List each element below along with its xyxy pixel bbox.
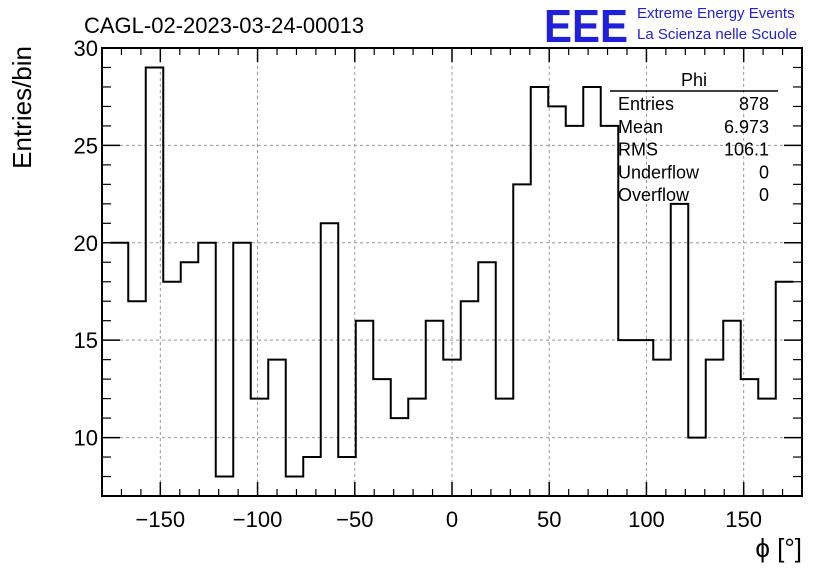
eee-logo-mark: EEE bbox=[544, 0, 628, 52]
y-tick-label: 10 bbox=[74, 426, 98, 451]
axis-ticks bbox=[102, 47, 802, 496]
y-axis-label: Entries/bin bbox=[7, 46, 37, 169]
stats-label: RMS bbox=[618, 140, 658, 160]
x-tick-label: 150 bbox=[725, 507, 762, 532]
plot-frame bbox=[101, 47, 803, 497]
stats-value: 106.1 bbox=[724, 140, 769, 160]
logo-line-2: La Scienza nelle Scuole bbox=[637, 26, 797, 43]
x-tick-label: −50 bbox=[336, 507, 373, 532]
grid-lines bbox=[102, 48, 802, 496]
x-tick-label: −150 bbox=[136, 507, 186, 532]
y-tick-label: 20 bbox=[74, 231, 98, 256]
stats-value: 0 bbox=[759, 162, 769, 182]
stats-label: Entries bbox=[618, 94, 674, 114]
stats-label: Overflow bbox=[618, 185, 690, 205]
logo-line-1: Extreme Energy Events bbox=[637, 5, 795, 22]
histogram-outline bbox=[110, 66, 794, 478]
stats-value: 0 bbox=[759, 185, 769, 205]
x-tick-labels: −150 −100 −50 0 50 100 150 bbox=[136, 507, 762, 532]
stats-value: 6.973 bbox=[724, 117, 769, 137]
y-tick-label: 25 bbox=[74, 133, 98, 158]
y-tick-label: 30 bbox=[74, 36, 98, 61]
y-tick-labels: 10 15 20 25 30 bbox=[74, 36, 98, 451]
stats-box: Phi Entries 878 Mean 6.973 RMS 106.1 Underflow… bbox=[610, 70, 778, 205]
x-tick-label: 50 bbox=[537, 507, 561, 532]
stats-title: Phi bbox=[681, 70, 707, 90]
stats-label: Underflow bbox=[618, 162, 700, 182]
stats-rows: Entries 878 Mean 6.973 RMS 106.1 Underflow 0 Ove… bbox=[618, 94, 769, 205]
x-tick-label: −100 bbox=[233, 507, 283, 532]
y-tick-label: 15 bbox=[74, 328, 98, 353]
x-axis-label: ϕ [°] bbox=[755, 533, 802, 563]
x-tick-label: 100 bbox=[628, 507, 665, 532]
chart-title: CAGL-02-2023-03-24-00013 bbox=[84, 13, 364, 38]
stats-value: 878 bbox=[739, 94, 769, 114]
x-tick-label: 0 bbox=[446, 507, 458, 532]
eee-logo: EEE Extreme Energy Events La Scienza nel… bbox=[544, 0, 797, 52]
stats-label: Mean bbox=[618, 117, 663, 137]
